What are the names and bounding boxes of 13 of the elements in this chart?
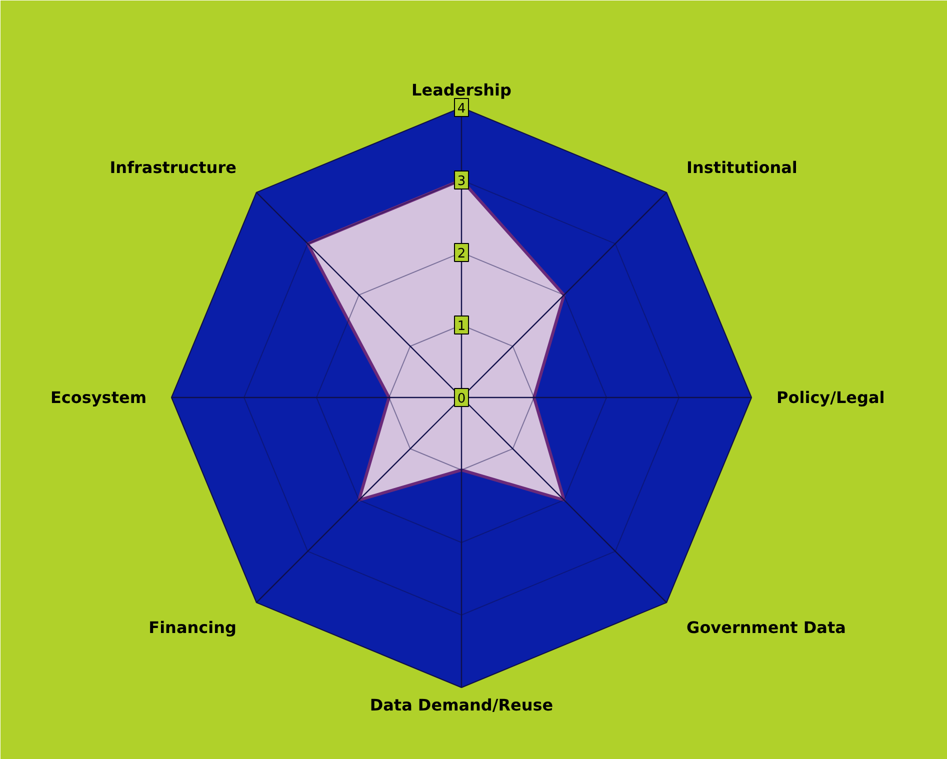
spoke-label: Government Data (686, 618, 846, 638)
spoke-label: Policy/Legal (776, 388, 885, 407)
spoke-label: Ecosystem (50, 388, 147, 407)
spoke-label: Infrastructure (110, 158, 237, 177)
y-tick-label: 4 (457, 102, 466, 116)
y-tick-label: 3 (457, 174, 466, 189)
y-tick-label: 2 (457, 246, 466, 262)
spoke-label: Institutional (686, 158, 798, 177)
spoke-label: Leadership (412, 80, 512, 100)
y-tick-label: 0 (457, 392, 466, 406)
y-tick-label: 1 (457, 319, 466, 334)
spoke-label: Data Demand/Reuse (370, 696, 554, 714)
spoke-label: Financing (148, 618, 236, 638)
